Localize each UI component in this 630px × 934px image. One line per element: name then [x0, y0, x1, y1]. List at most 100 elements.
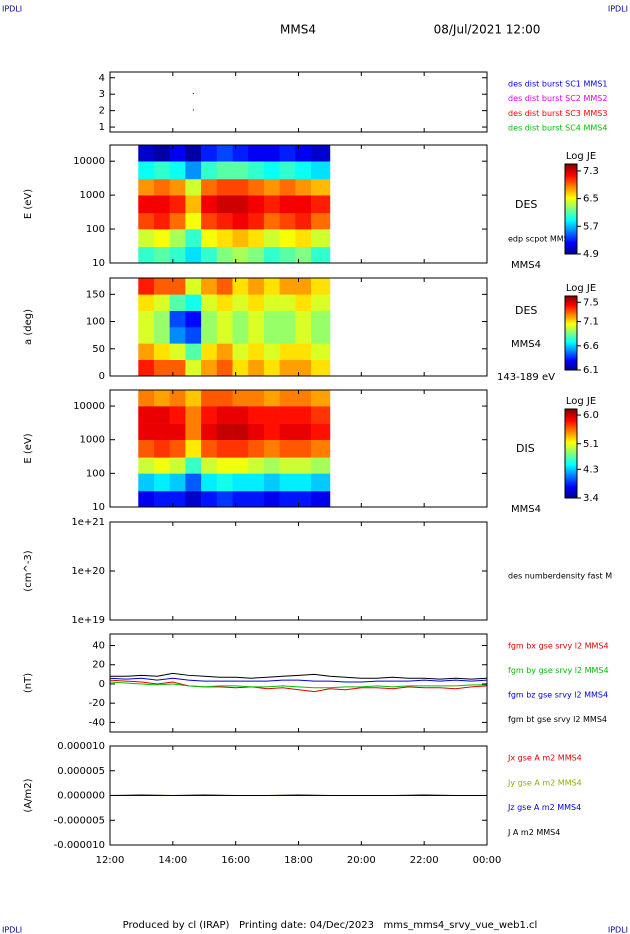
heatmap-cell: [311, 278, 331, 295]
y-tick-label: 10000: [73, 401, 105, 412]
heatmap-cell: [216, 278, 233, 295]
colorbar-tick-label: 4.3: [583, 464, 599, 475]
heatmap-cell: [169, 278, 186, 295]
y-axis-label: (cm^-3): [23, 550, 34, 591]
heatmap-cell: [279, 178, 296, 196]
heatmap-cell: [295, 490, 312, 508]
heatmap-cell: [295, 294, 312, 311]
heatmap-cell: [169, 229, 186, 248]
heatmap-cell: [138, 343, 155, 360]
y-tick-label: 0.000010: [57, 741, 105, 752]
heatmap-cell: [248, 423, 265, 441]
heatmap-cell: [311, 229, 331, 248]
heatmap-cell: [169, 490, 186, 508]
corner-label: IPDLI: [2, 926, 22, 934]
heatmap-cell: [201, 195, 218, 214]
heatmap-cell: [185, 310, 202, 328]
heatmap-cell: [169, 327, 186, 344]
heatmap-cell: [138, 310, 155, 328]
colorbar-tick-label: 4.9: [583, 249, 599, 260]
heatmap-cell: [248, 457, 265, 474]
y-tick-label: 1000: [80, 435, 105, 446]
heatmap-cell: [201, 212, 218, 230]
heatmap-cell: [279, 229, 296, 248]
y-axis-label: a (deg): [23, 309, 34, 345]
heatmap-cell: [232, 327, 249, 344]
series-line: [109, 679, 488, 693]
panel-frame: [109, 521, 488, 621]
heatmap-cell: [248, 195, 265, 214]
heatmap-cell: [216, 212, 233, 230]
heatmap-cell: [201, 246, 218, 264]
y-axis-label: (nT): [23, 673, 34, 693]
heatmap-cell: [232, 423, 249, 441]
legend-entry: fgm bx gse srvy l2 MMS4: [508, 642, 609, 651]
y-axis-label: (A/m2): [23, 778, 34, 812]
heatmap-cell: [232, 359, 249, 377]
heatmap-cell: [232, 439, 249, 458]
heatmap-cell: [216, 439, 233, 458]
heatmap-cell: [169, 406, 186, 424]
heatmap-cell: [138, 473, 155, 492]
legend-entry: fgm bt gse srvy l2 MMS4: [508, 715, 607, 724]
heatmap-cell: [248, 229, 265, 248]
y-tick-label: 1e+20: [71, 566, 105, 577]
heatmap-cell: [295, 278, 312, 295]
heatmap-cell: [138, 327, 155, 344]
point: [192, 109, 194, 111]
heatmap-cell: [185, 294, 202, 311]
y-tick-label: 40: [92, 641, 105, 652]
heatmap-cell: [248, 294, 265, 311]
heatmap-cell: [201, 145, 218, 162]
heatmap-cell: [201, 229, 218, 248]
heatmap-cell: [311, 310, 331, 328]
heatmap-cell: [279, 246, 296, 264]
y-tick-label: 0.000000: [57, 791, 105, 802]
heatmap-cell: [263, 473, 280, 492]
heatmap-cell: [169, 195, 186, 214]
heatmap-cell: [138, 178, 155, 196]
colorbar-tick-label: 7.3: [583, 166, 599, 177]
heatmap-cell: [263, 327, 280, 344]
heatmap-cell: [153, 161, 170, 180]
y-tick-label: 1000: [80, 190, 105, 201]
heatmap-cell: [201, 327, 218, 344]
heatmap-cell: [216, 161, 233, 180]
colorbar-tick-label: 6.1: [583, 365, 599, 376]
heatmap-cell: [279, 423, 296, 441]
heatmap-cell: [216, 359, 233, 377]
legend-entry: des dist burst SC2 MMS2: [508, 94, 607, 103]
heatmap-cell: [311, 423, 331, 441]
heatmap-cell: [248, 390, 265, 407]
heatmap-cell: [248, 161, 265, 180]
heatmap-cell: [248, 473, 265, 492]
annotation: MMS4: [511, 504, 541, 515]
corner-label: IPDLI: [608, 926, 628, 934]
heatmap-cell: [248, 278, 265, 295]
colorbar-label: Log JE: [566, 396, 596, 407]
heatmap-cell: [185, 195, 202, 214]
annotation: des numberdensity fast M: [508, 572, 612, 581]
heatmap-cell: [153, 294, 170, 311]
heatmap-cell: [216, 390, 233, 407]
heatmap-cell: [232, 390, 249, 407]
heatmap-cell: [263, 229, 280, 248]
annotation: DIS: [516, 442, 535, 455]
heatmap-cell: [216, 310, 233, 328]
heatmap-cell: [153, 310, 170, 328]
heatmap-cell: [248, 439, 265, 458]
heatmap-cell: [169, 390, 186, 407]
heatmap-cell: [201, 473, 218, 492]
y-tick-label: 100: [86, 468, 105, 479]
heatmap-cell: [153, 423, 170, 441]
heatmap-cell: [169, 294, 186, 311]
heatmap-cell: [263, 246, 280, 264]
heatmap-cell: [232, 294, 249, 311]
heatmap-cell: [311, 246, 331, 264]
heatmap-cell: [138, 457, 155, 474]
heatmap-cell: [216, 195, 233, 214]
heatmap-cell: [279, 278, 296, 295]
heatmap-cell: [138, 161, 155, 180]
legend-entry: des dist burst SC3 MMS3: [508, 109, 607, 118]
heatmap-cell: [138, 294, 155, 311]
